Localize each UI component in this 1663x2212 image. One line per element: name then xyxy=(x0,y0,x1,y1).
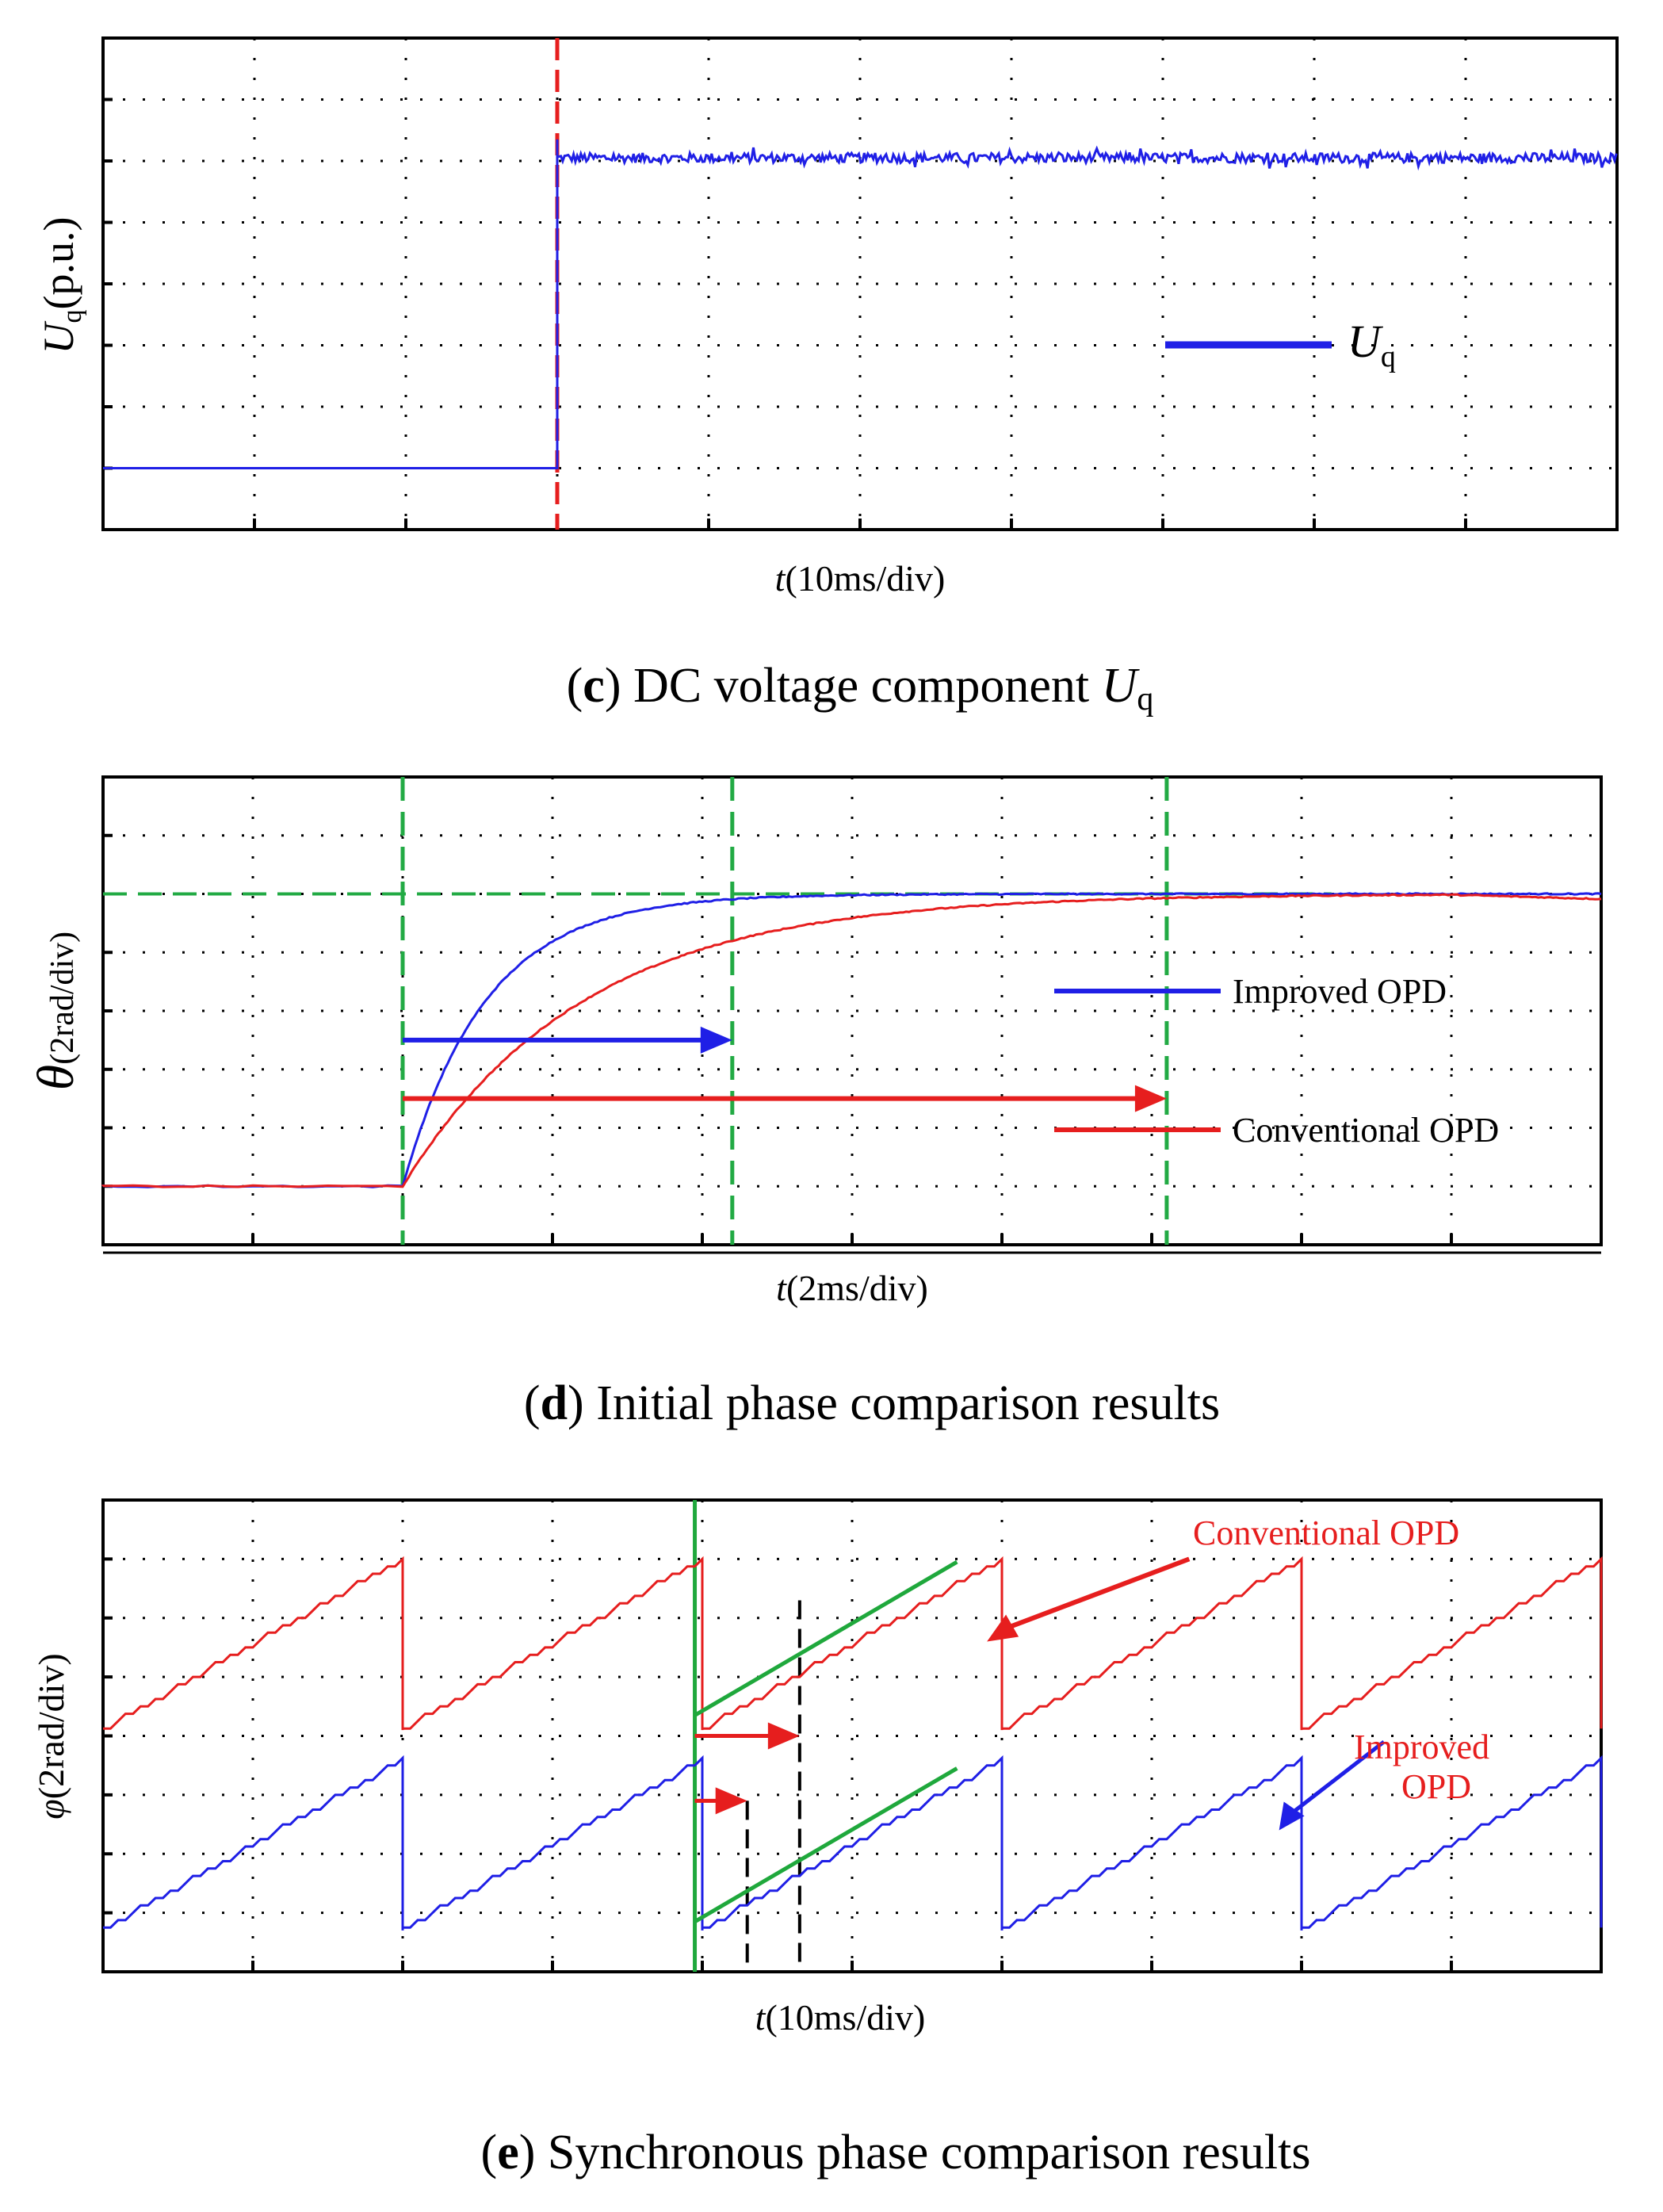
panel-e-series-conventional xyxy=(103,1556,1603,1731)
panel-d-settle-arrow-0-head xyxy=(700,1026,732,1054)
panel-c-series-uq xyxy=(103,139,1618,469)
panel-e-interval-arrow-conventional-head xyxy=(767,1722,800,1750)
panel-c-series xyxy=(103,139,1618,469)
panel-d: Improved OPD Conventional OPD θ(2rad/div… xyxy=(27,775,1603,1430)
panel-e-x-axis-label: t(10ms/div) xyxy=(755,1997,926,2038)
panel-c-y-axis-label: Uq(p.u.) xyxy=(35,217,87,354)
panel-e-annotation-improved-line1: Improved xyxy=(1354,1728,1489,1766)
panel-d-y-axis-label: θ(2rad/div) xyxy=(27,932,85,1090)
panel-d-grid xyxy=(103,777,1601,1245)
panel-e-grid xyxy=(103,1500,1601,1972)
panel-d-series-conventional xyxy=(101,893,1602,1188)
panel-e-pointer-arrow-improved-shaft xyxy=(1289,1739,1386,1816)
panel-d-legend-label-conventional: Conventional OPD xyxy=(1233,1111,1499,1150)
panel-c-x-axis-label: t(10ms/div) xyxy=(775,558,946,599)
panel-d-settle-arrow-1-head xyxy=(1134,1085,1167,1112)
panel-e-annotation-conventional: Conventional OPD xyxy=(1193,1514,1459,1552)
panel-d-x-axis-label: t(2ms/div) xyxy=(776,1268,928,1308)
panel-d-arrows xyxy=(403,1026,1167,1112)
panel-e-y-axis-label: φ(2rad/div) xyxy=(31,1653,71,1819)
panel-d-markers xyxy=(103,777,1332,1245)
panel-c-caption: (c) DC voltage component Uq xyxy=(567,659,1154,718)
panel-e: Conventional OPD Improved OPD φ(2rad/div… xyxy=(31,1498,1603,2179)
panel-e-pointer-arrow-conventional-shaft xyxy=(1004,1556,1191,1632)
panel-e-series xyxy=(103,1556,1603,1931)
panel-e-fit-line-conventional xyxy=(694,1559,958,1717)
panel-d-series xyxy=(101,892,1602,1188)
panel-e-pointer-arrow-improved-head xyxy=(1279,1801,1305,1831)
panel-e-fit-line-improved xyxy=(694,1766,958,1923)
panel-d-legend-label-improved: Improved OPD xyxy=(1233,972,1447,1011)
panel-e-caption: (e) Synchronous phase comparison results xyxy=(481,2126,1311,2179)
panel-c-legend-label: Uq xyxy=(1348,316,1396,373)
panel-e-overlays xyxy=(694,1556,1386,1923)
panel-d-caption: (d) Initial phase comparison results xyxy=(524,1376,1220,1430)
panel-e-pointer-arrow-conventional-head xyxy=(987,1614,1019,1642)
panel-c: Uq Uq(p.u.) t(10ms/div) (c) DC voltage c… xyxy=(35,36,1619,718)
panel-e-series-improved xyxy=(103,1755,1603,1931)
panel-c-grid xyxy=(103,38,1617,530)
panel-e-annotation-improved-line2: OPD xyxy=(1401,1767,1471,1806)
panel-e-interval-arrow-improved-head xyxy=(715,1787,747,1815)
